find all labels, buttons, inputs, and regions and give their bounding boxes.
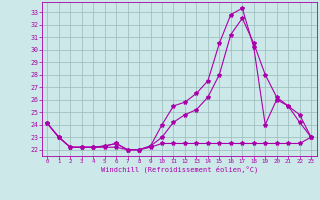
- X-axis label: Windchill (Refroidissement éolien,°C): Windchill (Refroidissement éolien,°C): [100, 166, 258, 173]
